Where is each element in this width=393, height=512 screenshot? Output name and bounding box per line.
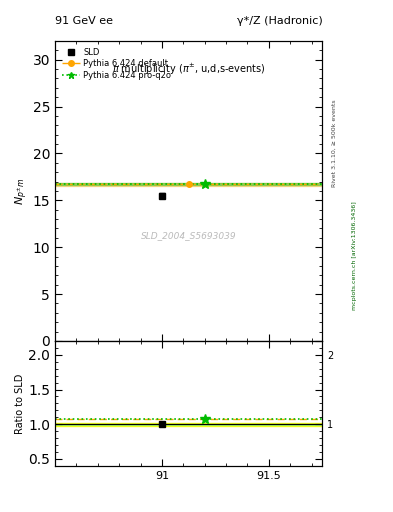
Text: SLD_2004_S5693039: SLD_2004_S5693039 [141,231,237,241]
Text: mcplots.cern.ch [arXiv:1306.3436]: mcplots.cern.ch [arXiv:1306.3436] [352,202,357,310]
Y-axis label: Ratio to SLD: Ratio to SLD [15,373,26,434]
Text: γ*/Z (Hadronic): γ*/Z (Hadronic) [237,15,322,26]
Text: Rivet 3.1.10, ≥ 500k events: Rivet 3.1.10, ≥ 500k events [332,99,337,187]
Y-axis label: $N_{p^{\pm}m}$: $N_{p^{\pm}m}$ [13,177,30,205]
Text: $\pi$ multiplicity ($\pi^{\pm}$, u,d,s-events): $\pi$ multiplicity ($\pi^{\pm}$, u,d,s-e… [112,62,265,77]
Legend: SLD, Pythia 6.424 default, Pythia 6.424 pro-q2o: SLD, Pythia 6.424 default, Pythia 6.424 … [59,45,174,82]
Text: 91 GeV ee: 91 GeV ee [55,15,113,26]
